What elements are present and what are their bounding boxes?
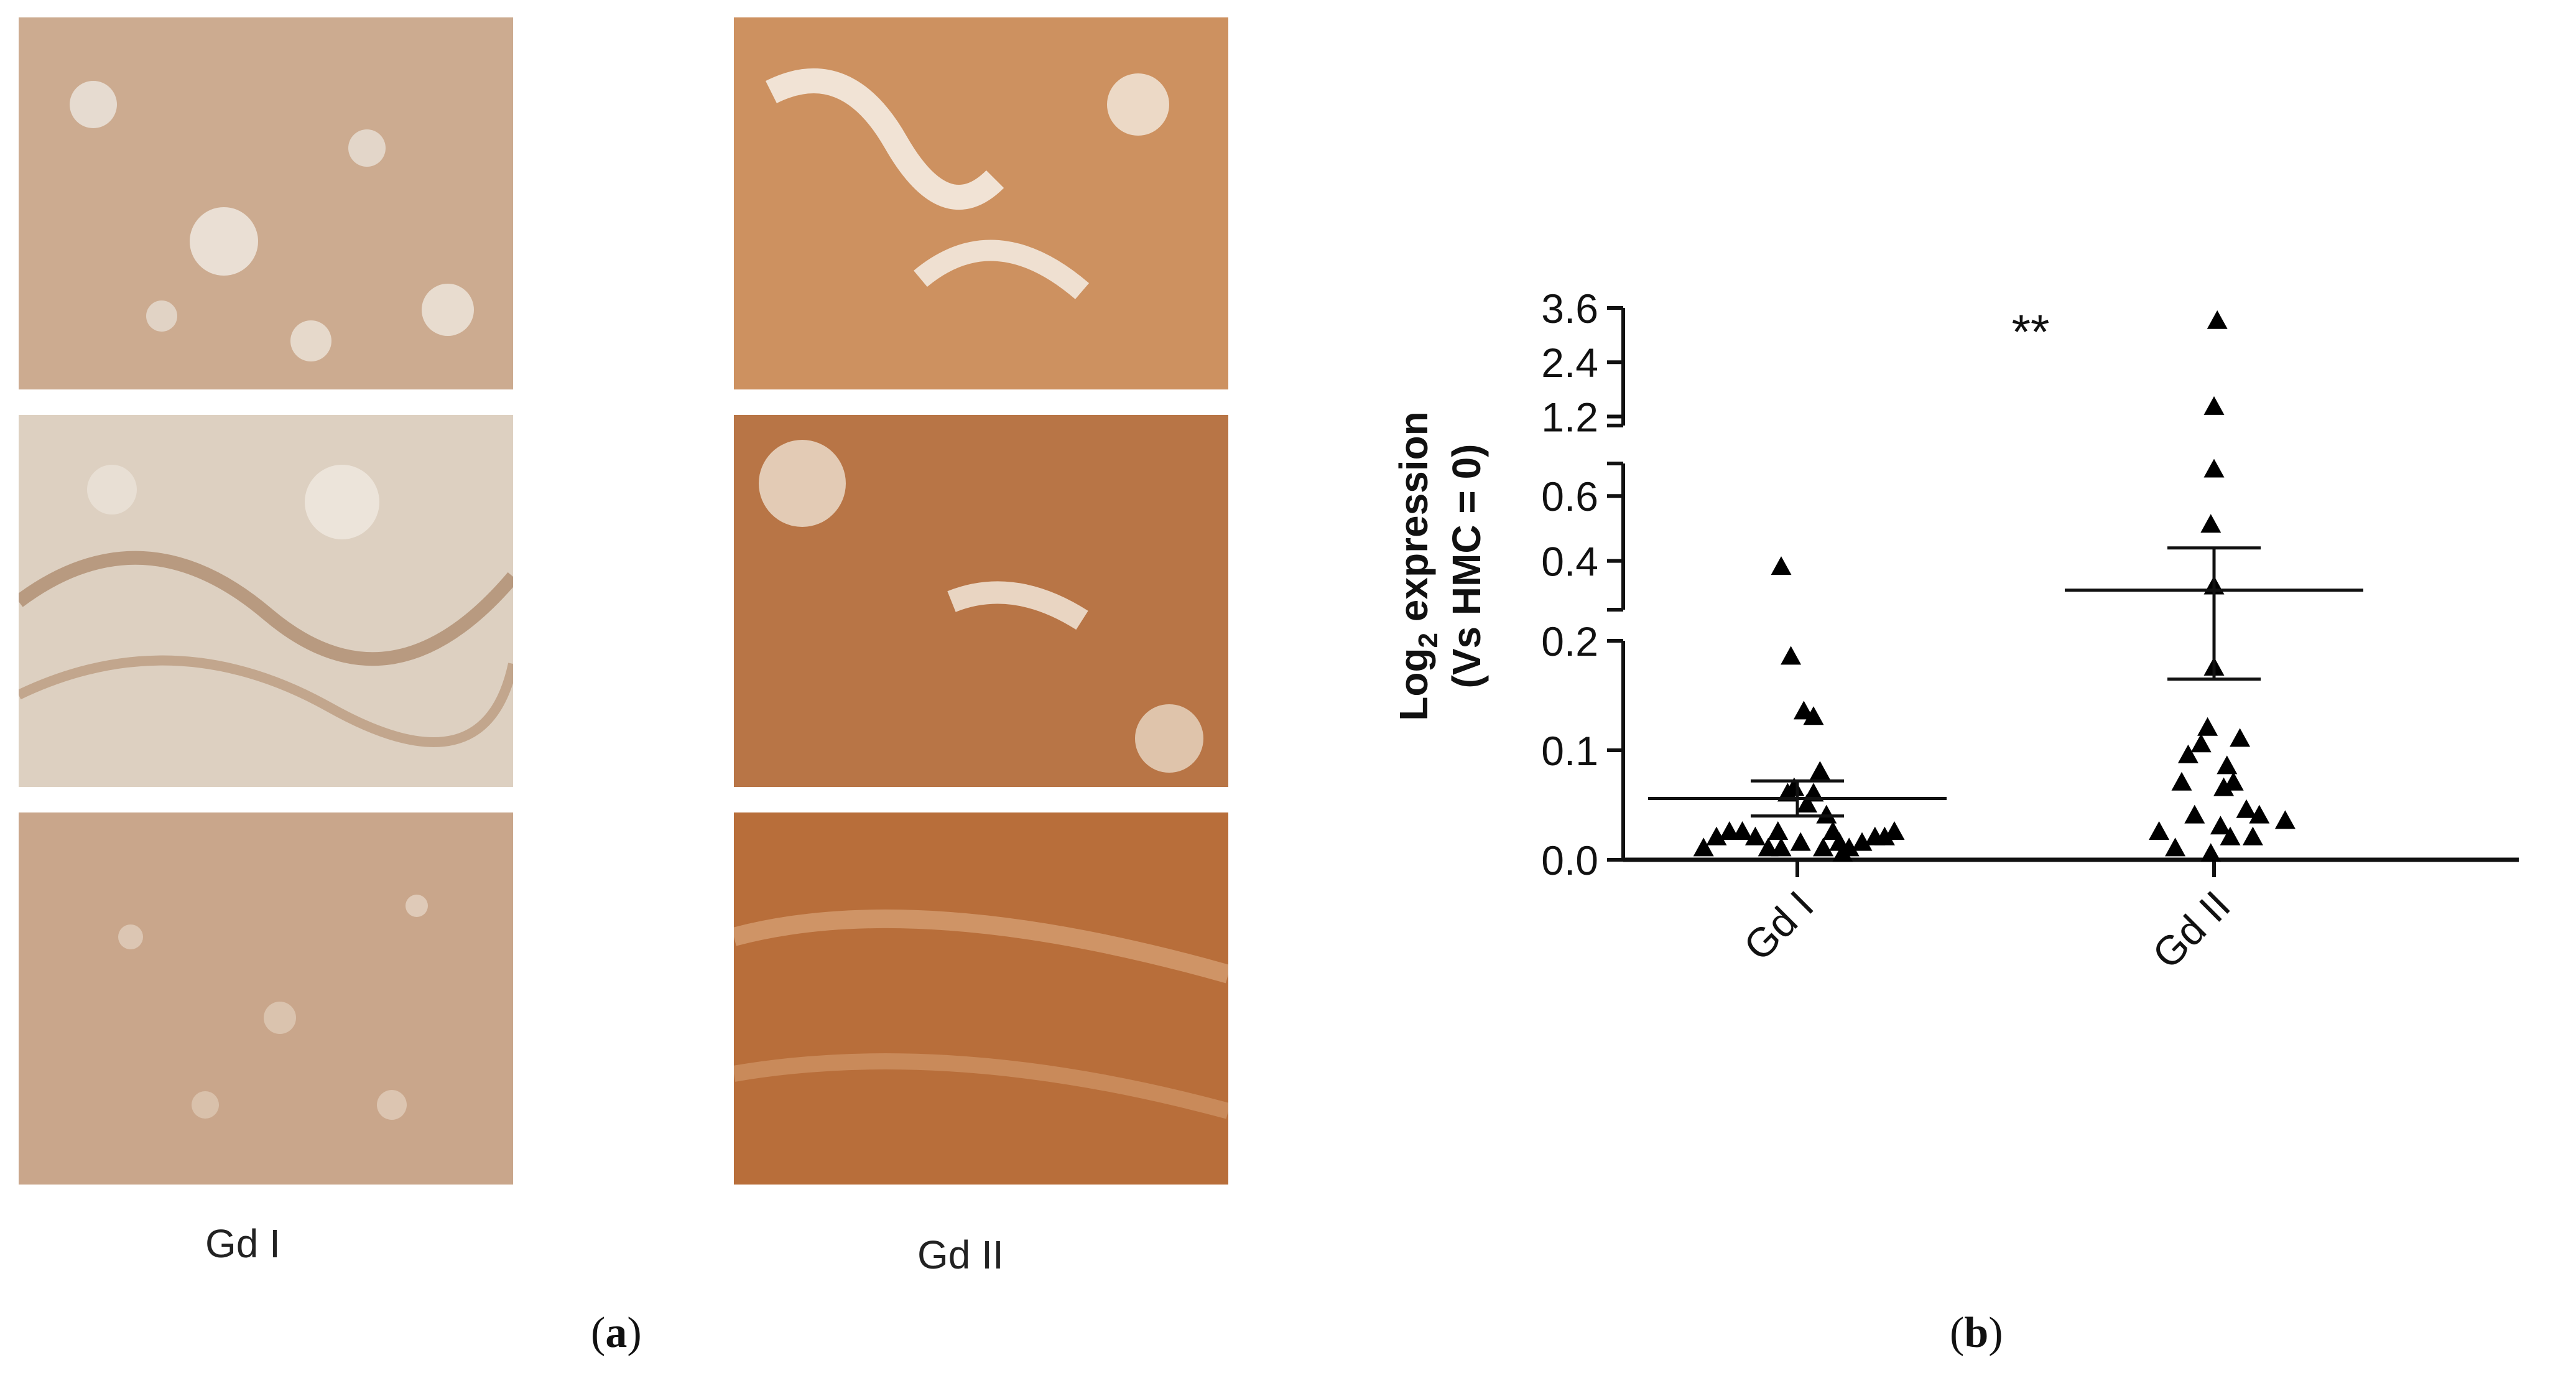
y-tick-label: 0.4 (1541, 539, 1598, 585)
gd2-data-point (2213, 777, 2235, 796)
gd1-data-point (1803, 706, 1824, 725)
gd1-data-point (1781, 646, 1802, 665)
gd1-data-point (1797, 794, 1818, 812)
gd2-data-point (2203, 396, 2225, 415)
gd1-data-point (1758, 837, 1779, 857)
gd1-data-point (1816, 804, 1837, 824)
gd1-data-point (1884, 821, 1905, 840)
gd2-data-point (2165, 837, 2186, 857)
gd2-data-point (2203, 459, 2225, 478)
gd2-data-point (2197, 717, 2218, 736)
y-tick-label: 0.2 (1541, 618, 1598, 664)
x-tick-label-gd2: Gd II (2143, 882, 2238, 977)
y-tick-label: 0.6 (1541, 473, 1598, 519)
gd1-data-point (1803, 783, 1824, 802)
gd1-data-point (1809, 761, 1830, 780)
y-tick-label: 1.2 (1541, 394, 1598, 440)
gd1-data-point (1693, 837, 1714, 857)
gd2-group-label: Gd II (917, 1232, 1004, 1277)
gd2-data-point (2190, 733, 2212, 753)
y-axis-title-line1: Log2 expression (1391, 411, 1443, 720)
gd1-image-bottom (19, 812, 513, 1185)
gd2-data-point (2274, 810, 2296, 829)
gd2-data-point (2236, 799, 2257, 818)
gd2-data-point (2200, 514, 2222, 533)
gd2-data-point (2149, 821, 2170, 840)
gd1-data-point (1771, 837, 1792, 857)
gd2-data-point (2210, 816, 2231, 835)
y-tick-label: 0.1 (1541, 728, 1598, 774)
gd1-image-middle (19, 415, 513, 787)
gd1-image-top (19, 17, 513, 389)
panel-b-label: (b) (1950, 1309, 2003, 1357)
y-tick-label: 2.4 (1541, 340, 1598, 386)
gd1-data-point (1719, 821, 1740, 840)
gd1-data-point (1732, 821, 1753, 840)
gd2-data-point (2184, 804, 2205, 824)
y-axis-title-line2: (Vs HMC = 0) (1444, 444, 1489, 689)
gd1-data-point (1832, 843, 1853, 862)
gd1-data-point (1813, 837, 1834, 857)
gd2-data-point (2177, 744, 2198, 763)
gd2-data-point (2200, 843, 2222, 862)
gd1-group-label: Gd I (205, 1221, 280, 1266)
gd1-data-point (1851, 832, 1873, 851)
gd2-image-middle (734, 415, 1228, 787)
gd2-image-bottom (734, 812, 1228, 1185)
gd2-data-point (2171, 771, 2192, 791)
panel-a-label: (a) (591, 1309, 642, 1357)
x-tick-label-gd1: Gd I (1735, 882, 1822, 970)
y-tick-label: 3.6 (1541, 286, 1598, 332)
gd2-data-point (2242, 826, 2263, 845)
gd2-data-point (2223, 771, 2244, 791)
expression-dot-plot: 0.0 0.1 0.2 0.4 0.6 1.2 2.4 3.6 Gd I Gd II Log2 ex… (1391, 286, 2519, 977)
gd1-data-point (1771, 556, 1792, 575)
gd2-data-point (2230, 728, 2251, 747)
gd2-data-point (2207, 310, 2228, 329)
gd1-data-point (1784, 777, 1805, 796)
gd2-data-point (2249, 804, 2270, 824)
gd2-data-point (2220, 826, 2241, 845)
significance-marker: ** (2012, 304, 2050, 359)
gd1-data-point (1768, 821, 1789, 840)
gd1-data-point (1706, 826, 1727, 845)
gd1-data-point (1874, 826, 1895, 845)
gd1-data-point (1790, 832, 1811, 851)
y-tick-label: 0.0 (1541, 837, 1598, 883)
gd2-data-point (2217, 755, 2238, 775)
gd1-data-point (1744, 826, 1766, 845)
gd2-image-top (734, 17, 1228, 389)
